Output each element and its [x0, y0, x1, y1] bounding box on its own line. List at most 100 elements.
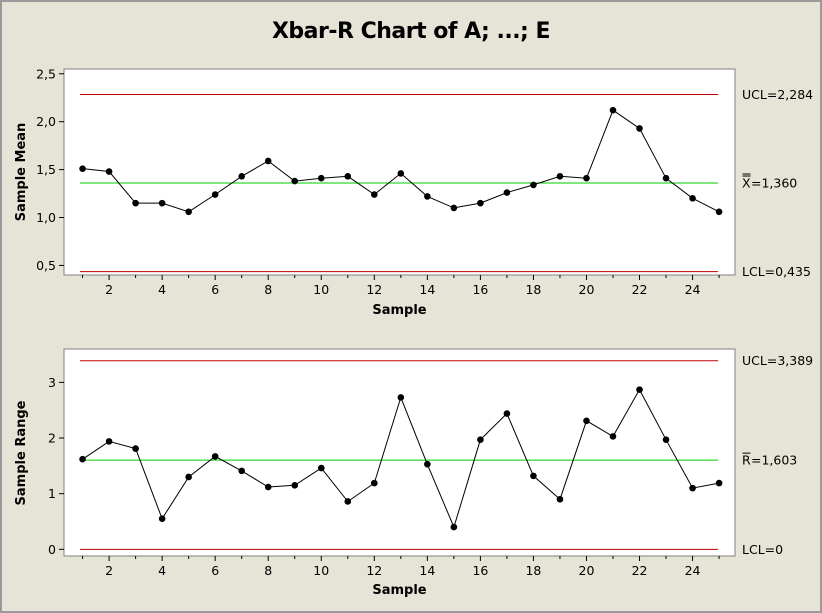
- range-ucl-label: UCL=3,389: [742, 353, 813, 368]
- range-data-point: [556, 495, 564, 503]
- mean-data-point: [264, 157, 272, 165]
- range-ytick-label: 0: [48, 542, 56, 557]
- range-xtick-label: 2: [105, 563, 113, 578]
- range-lcl-label: LCL=0: [742, 542, 783, 557]
- mean-ytick-label: 2,5: [36, 66, 56, 81]
- mean-xtick-label: 6: [211, 282, 219, 297]
- mean-ytick-label: 2,0: [36, 114, 56, 129]
- range-data-point: [264, 483, 272, 491]
- mean-data-point: [238, 173, 245, 180]
- mean-xtick-label: 24: [685, 282, 701, 297]
- mean-y-axis-label: Sample Mean: [14, 123, 29, 222]
- range-xtick-label: 16: [472, 563, 488, 578]
- mean-data-point: [344, 173, 352, 180]
- mean-xtick-label: 14: [419, 282, 435, 297]
- mean-ytick-label: 0,5: [36, 258, 56, 273]
- mean-data-point: [636, 125, 643, 132]
- mean-data-point: [556, 173, 564, 180]
- range-center-label: =1,603: [751, 453, 797, 468]
- mean-data-point: [105, 168, 113, 175]
- mean-ytick-label: 1,0: [36, 210, 56, 225]
- range-data-point: [105, 438, 113, 445]
- range-data-point: [79, 455, 86, 463]
- mean-data-point: [317, 174, 325, 182]
- range-ytick-label: 3: [48, 375, 56, 390]
- mean-data-point: [371, 191, 378, 198]
- mean-lcl-label: LCL=0,435: [742, 264, 811, 279]
- range-data-point: [211, 453, 219, 460]
- range-data-point: [636, 386, 643, 393]
- range-xtick-label: 10: [313, 563, 329, 578]
- mean-data-point: [662, 174, 670, 182]
- mean-center-symbol: X: [742, 176, 751, 191]
- mean-data-point: [715, 208, 723, 216]
- range-xtick-label: 18: [525, 563, 541, 578]
- range-xtick-label: 12: [366, 563, 382, 578]
- mean-data-point: [609, 106, 617, 114]
- range-xtick-label: 14: [419, 563, 435, 578]
- mean-xtick-label: 12: [366, 282, 382, 297]
- mean-ucl-label: UCL=2,284: [742, 87, 813, 102]
- mean-data-point: [211, 191, 219, 198]
- range-data-point: [291, 482, 299, 489]
- range-data-point: [689, 484, 696, 492]
- range-data-point: [185, 473, 192, 481]
- mean-data-point: [185, 208, 192, 216]
- chart-title: Xbar-R Chart of A; ...; E: [272, 19, 550, 44]
- range-data-point: [317, 464, 325, 472]
- range-plot-area: [63, 348, 736, 557]
- range-data-point: [662, 436, 670, 444]
- range-data-point: [371, 479, 378, 487]
- range-ytick-label: 2: [48, 431, 56, 446]
- range-data-point: [609, 433, 617, 440]
- mean-ytick-label: 1,5: [36, 162, 56, 177]
- range-data-point: [715, 479, 723, 487]
- range-data-point: [530, 472, 537, 480]
- mean-data-point: [132, 199, 139, 207]
- mean-xtick-label: 4: [158, 282, 166, 297]
- range-center-symbol: R: [742, 453, 751, 468]
- range-data-point: [158, 515, 166, 523]
- range-ytick-label: 1: [48, 486, 56, 501]
- mean-data-point: [530, 181, 537, 189]
- range-xtick-label: 6: [211, 563, 219, 578]
- mean-xtick-label: 18: [525, 282, 541, 297]
- mean-data-point: [424, 193, 431, 200]
- range-data-point: [344, 498, 352, 505]
- mean-x-axis-label: Sample: [372, 303, 426, 318]
- mean-data-point: [689, 195, 696, 202]
- range-x-axis-label: Sample: [372, 583, 426, 598]
- range-xtick-label: 4: [158, 563, 166, 578]
- range-data-point: [477, 436, 484, 444]
- range-xtick-label: 20: [579, 563, 595, 578]
- mean-data-point: [503, 189, 511, 196]
- mean-data-point: [79, 165, 86, 172]
- range-xtick-label: 22: [632, 563, 648, 578]
- range-y-axis-label: Sample Range: [14, 400, 29, 505]
- mean-xtick-label: 2: [105, 282, 113, 297]
- mean-data-point: [158, 199, 166, 207]
- mean-data-point: [450, 204, 458, 212]
- mean-xtick-label: 20: [579, 282, 595, 297]
- mean-xtick-label: 22: [632, 282, 648, 297]
- mean-xtick-label: 8: [264, 282, 272, 297]
- range-data-point: [397, 394, 405, 401]
- mean-xtick-label: 10: [313, 282, 329, 297]
- range-data-point: [503, 410, 511, 417]
- range-xtick-label: 8: [264, 563, 272, 578]
- range-data-point: [132, 445, 139, 452]
- mean-center-label: =1,360: [751, 176, 797, 191]
- range-xtick-label: 24: [685, 563, 701, 578]
- mean-data-point: [397, 170, 405, 177]
- mean-data-point: [583, 174, 590, 182]
- range-data-point: [238, 467, 245, 475]
- mean-xtick-label: 16: [472, 282, 488, 297]
- range-data-point: [424, 460, 431, 468]
- range-data-point: [583, 417, 590, 425]
- xbar-panel: 0,51,01,52,02,52 4 6 8 10 12 14 16 18 20 22 24Sampl…: [14, 66, 813, 318]
- mean-data-point: [477, 199, 484, 207]
- range-data-point: [450, 523, 458, 531]
- mean-data-point: [291, 177, 299, 185]
